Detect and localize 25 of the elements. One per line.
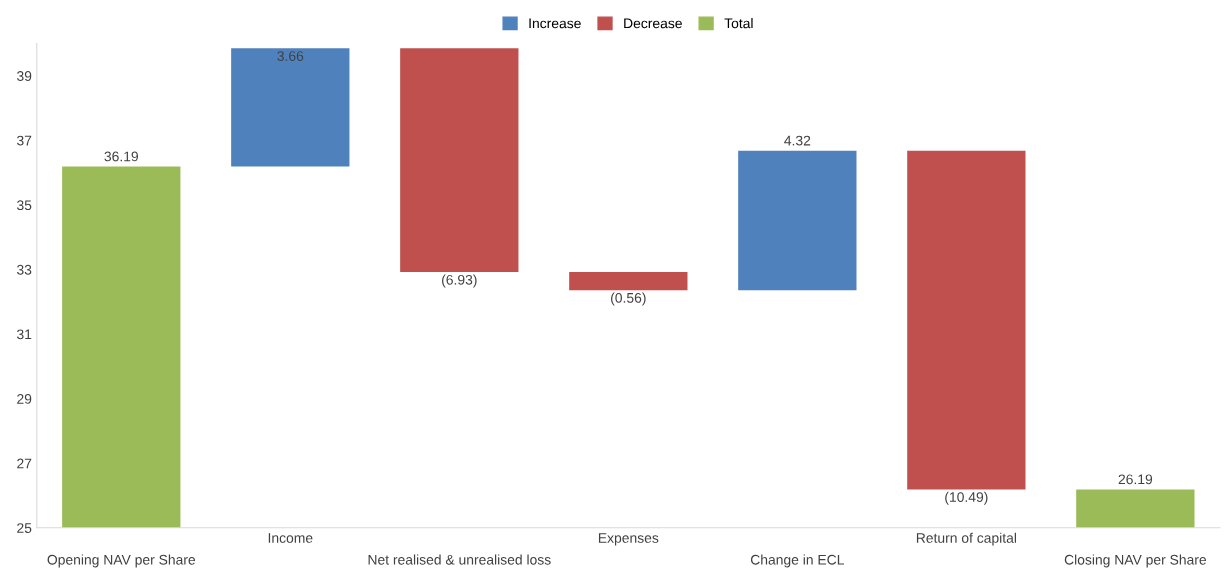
x-tick-label: Return of capital	[916, 532, 1016, 546]
data-label: 4.32	[784, 135, 811, 146]
data-label: 3.66	[277, 51, 304, 61]
legend-label: Total	[724, 18, 753, 29]
data-label: (10.49)	[945, 491, 988, 505]
y-tick-label: 25	[17, 523, 32, 533]
y-tick-label: 31	[17, 329, 32, 340]
data-label: (6.93)	[442, 274, 477, 288]
x-tick-label: Expenses	[598, 533, 659, 546]
y-tick-label: 27	[17, 458, 32, 469]
legend-label: Increase	[529, 18, 581, 29]
x-tick-label: Closing NAV per Share	[1064, 554, 1207, 568]
x-tick-label: Change in ECL	[750, 554, 844, 568]
y-tick-label: 39	[17, 71, 32, 81]
data-label: (0.56)	[611, 292, 646, 306]
y-tick-label: 35	[17, 200, 32, 211]
y-tick-label: 33	[17, 264, 32, 275]
x-tick-label: Income	[268, 533, 313, 543]
x-tick-label: Opening NAV per Share	[47, 554, 196, 568]
legend-label: Decrease	[624, 18, 682, 29]
y-tick-label: 29	[17, 393, 32, 404]
data-label: 36.19	[104, 151, 139, 162]
x-tick-label: Net realised & unrealised loss	[368, 554, 551, 565]
data-label: 26.19	[1118, 474, 1153, 485]
y-tick-label: 37	[17, 135, 32, 146]
